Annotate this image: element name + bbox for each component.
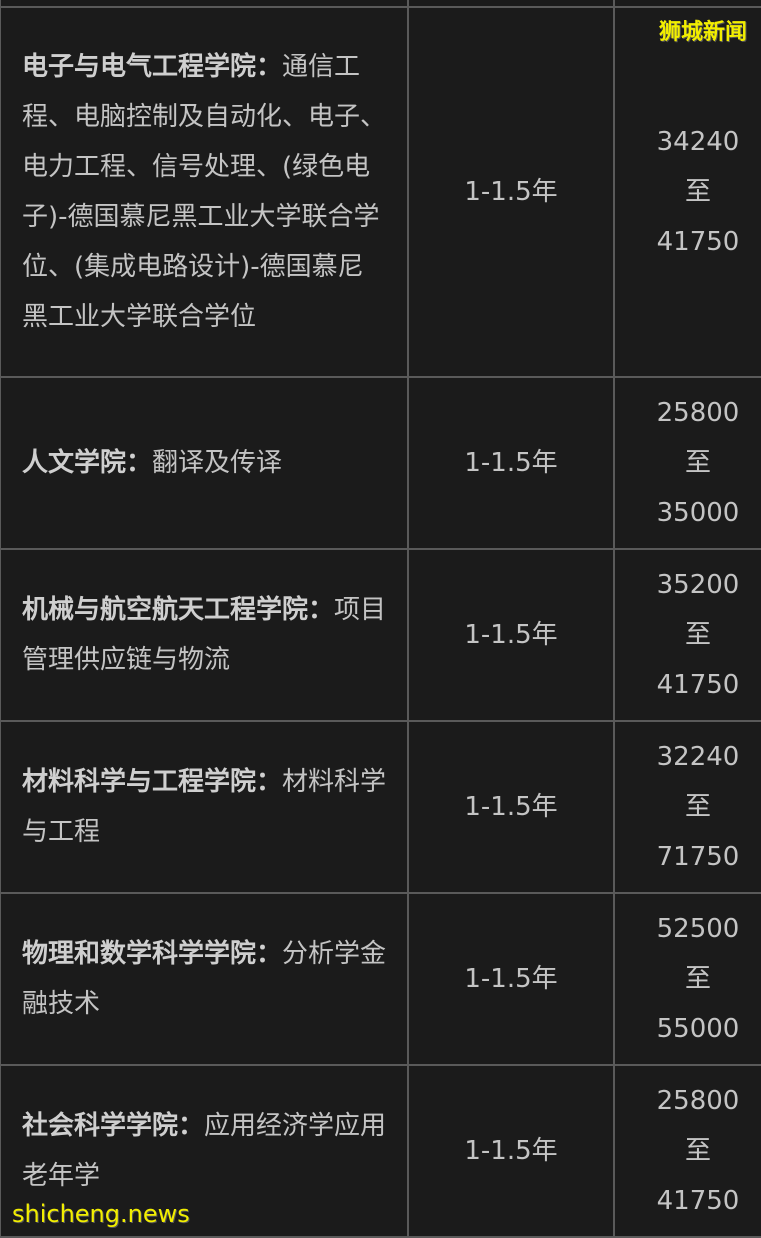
fee-cell: 34240 至 41750 — [613, 6, 761, 378]
school-name: 社会科学学院： — [22, 1111, 205, 1141]
fee-min: 35200 — [656, 570, 740, 600]
fee-separator: 至 — [684, 448, 711, 478]
duration-cell: 1-1.5年 — [407, 1064, 615, 1238]
program-name: 翻译及传译 — [152, 448, 283, 478]
school-name: 物理和数学科学学院： — [22, 939, 283, 969]
fee-max: 41750 — [656, 1186, 740, 1216]
duration-cell: 1-1.5年 — [407, 6, 615, 378]
program-cell: 人文学院：翻译及传译 — [0, 376, 409, 550]
school-name: 机械与航空航天工程学院： — [22, 595, 335, 625]
fee-max: 41750 — [656, 227, 740, 257]
table-row: 物理和数学科学学院：分析学金融技术 1-1.5年 52500 至 55000 — [0, 892, 761, 1066]
fee-separator: 至 — [684, 177, 711, 207]
watermark-logo-bottom: shicheng.news — [12, 1200, 190, 1228]
fee-cell: 35200 至 41750 — [613, 548, 761, 722]
duration-cell: 1-1.5年 — [407, 376, 615, 550]
program-cell: 电子与电气工程学院：通信工程、电脑控制及自动化、电子、电力工程、信号处理、(绿色… — [0, 6, 409, 378]
fee-cell: 25800 至 35000 — [613, 376, 761, 550]
table-row: 电子与电气工程学院：通信工程、电脑控制及自动化、电子、电力工程、信号处理、(绿色… — [0, 6, 761, 378]
table-row: 机械与航空航天工程学院：项目管理供应链与物流 1-1.5年 35200 至 4175… — [0, 548, 761, 722]
duration-cell: 1-1.5年 — [407, 720, 615, 894]
school-name: 电子与电气工程学院： — [22, 52, 283, 82]
fee-separator: 至 — [684, 1136, 711, 1166]
fee-min: 34240 — [656, 127, 740, 157]
school-name: 材料科学与工程学院： — [22, 767, 283, 797]
table-row: 社会科学学院：应用经济学应用老年学 1-1.5年 25800 至 41750 — [0, 1064, 761, 1238]
fee-cell: 52500 至 55000 — [613, 892, 761, 1066]
program-name: 应用经济学应用老年学 — [22, 1111, 387, 1191]
fee-min: 25800 — [656, 1086, 740, 1116]
fee-cell: 25800 至 41750 — [613, 1064, 761, 1238]
program-cell: 材料科学与工程学院：材料科学与工程 — [0, 720, 409, 894]
fee-max: 35000 — [656, 498, 740, 528]
table-row: 材料科学与工程学院：材料科学与工程 1-1.5年 32240 至 71750 — [0, 720, 761, 894]
duration-cell: 1-1.5年 — [407, 892, 615, 1066]
fee-min: 25800 — [656, 398, 740, 428]
school-name: 人文学院： — [22, 448, 153, 478]
fee-cell: 32240 至 71750 — [613, 720, 761, 894]
program-cell: 物理和数学科学学院：分析学金融技术 — [0, 892, 409, 1066]
program-name: 通信工程、电脑控制及自动化、电子、电力工程、信号处理、(绿色电子)-德国慕尼黑工… — [22, 52, 387, 332]
fee-separator: 至 — [684, 964, 711, 994]
fee-max: 41750 — [656, 670, 740, 700]
fee-min: 32240 — [656, 742, 740, 772]
program-name: 分析学金融技术 — [22, 939, 387, 1019]
program-name: 项目管理供应链与物流 — [22, 595, 387, 675]
program-name: 材料科学与工程 — [22, 767, 387, 847]
watermark-logo-top: 狮城新闻 — [658, 20, 747, 45]
fee-separator: 至 — [684, 792, 711, 822]
program-cell: 社会科学学院：应用经济学应用老年学 — [0, 1064, 409, 1238]
duration-cell: 1-1.5年 — [407, 548, 615, 722]
program-cell: 机械与航空航天工程学院：项目管理供应链与物流 — [0, 548, 409, 722]
fee-max: 55000 — [656, 1014, 740, 1044]
fee-min: 52500 — [656, 914, 740, 944]
table-row: 人文学院：翻译及传译 1-1.5年 25800 至 35000 — [0, 376, 761, 550]
fee-max: 71750 — [656, 842, 740, 872]
fee-separator: 至 — [684, 620, 711, 650]
previous-row-edge — [0, 0, 761, 8]
